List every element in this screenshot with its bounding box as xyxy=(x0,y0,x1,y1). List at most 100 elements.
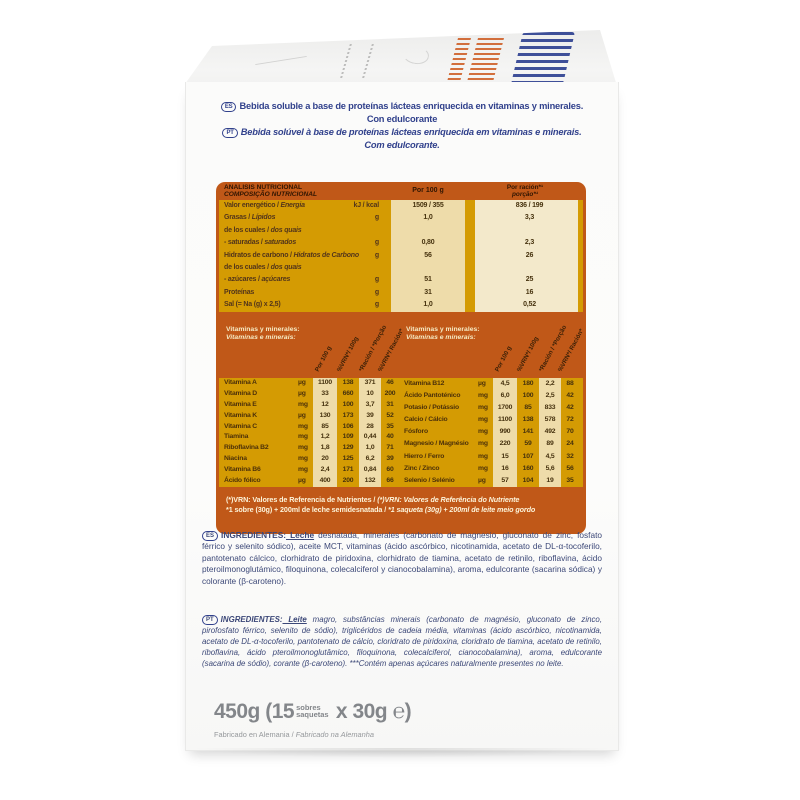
value-per-serving: 5,6 xyxy=(545,464,555,472)
nutrient-label: Grasas / Lípidos xyxy=(224,214,276,222)
vitamin-row: Ácido fólico µg 400 200 132 66 xyxy=(219,476,399,487)
value-vrn-per-100g: 138 xyxy=(342,379,354,386)
footnote-line-vrn: (*)VRN: Valores de Referencia de Nutrien… xyxy=(226,495,520,504)
value-per-100g: 20 xyxy=(321,455,329,463)
column-stripe xyxy=(359,378,381,487)
allergen-leche: Leche xyxy=(286,530,315,540)
value-per-serving: 2,3 xyxy=(524,239,535,247)
nutrition-row: - azúcares / açúcares g 51 25 xyxy=(219,274,583,286)
value-vrn-per-serving: 40 xyxy=(386,433,394,441)
value-per-serving xyxy=(478,225,581,237)
flap-crease-line xyxy=(255,55,307,66)
vitamin-unit: µg xyxy=(298,477,306,485)
rotated-column-header: Por 100 g xyxy=(493,345,514,373)
vitamin-row: Selenio / Selénio µg 57 104 19 35 xyxy=(399,475,583,487)
nutrition-title: ANALISIS NUTRICIONAL COMPOSIÇÃO NUTRICIO… xyxy=(224,184,317,199)
value-per-100g: 57 xyxy=(501,476,509,484)
value-per-serving: 10 xyxy=(366,389,374,397)
vitamin-unit: mg xyxy=(478,392,488,400)
vitamin-unit: mg xyxy=(298,400,308,408)
vitamin-name: Calcio / Cálcio xyxy=(404,416,448,424)
column-stripe xyxy=(493,378,517,487)
value-vrn-per-serving: 32 xyxy=(566,452,574,460)
value-per-serving: 2,5 xyxy=(545,392,555,400)
vitamin-row: Fósforo mg 990 141 492 70 xyxy=(399,426,583,438)
vitamins-label-pt: Vitaminas e minerais: xyxy=(406,333,476,341)
vitamin-row: Vitamina K µg 130 173 39 52 xyxy=(219,411,399,422)
vitamin-row: Niacina mg 20 125 6,2 39 xyxy=(219,454,399,465)
value-per-100g: 1100 xyxy=(498,416,512,424)
vitamins-label-pt: Vitaminas e minerais: xyxy=(226,333,296,341)
value-per-serving: 578 xyxy=(544,416,556,424)
value-per-100g: 33 xyxy=(321,389,329,397)
vitamin-name: Vitamina D xyxy=(224,389,258,397)
vitamin-name: Riboflavina B2 xyxy=(224,444,269,452)
nutrition-table: Valor energético / Energia kJ / kcal 150… xyxy=(219,200,583,312)
nutrient-unit: kJ / kcal xyxy=(353,202,380,209)
vitamin-row: Vitamina C mg 85 106 28 35 xyxy=(219,422,399,433)
net-weight-left: 450g (15 xyxy=(214,700,295,723)
nutrition-row: - saturadas / saturados g 0,80 2,3 xyxy=(219,237,583,249)
value-vrn-per-100g: 160 xyxy=(522,464,534,472)
ingredients-pt-text: magro, substâncias minerais (carbonato d… xyxy=(202,615,603,668)
value-per-serving: 39 xyxy=(366,411,374,419)
nutrition-row: Sal (= Na (g) x 2,5) g 1,0 0,52 xyxy=(219,299,583,311)
vitamin-unit: mg xyxy=(478,452,488,460)
product-description: ES Bebida soluble a base de proteínas lác… xyxy=(186,100,618,152)
nutrition-panel: ANALISIS NUTRICIONAL COMPOSIÇÃO NUTRICIO… xyxy=(216,182,586,534)
vitamin-unit: µg xyxy=(298,389,306,397)
ingredients-es-text: desnatada, minerales (carbonato de magne… xyxy=(202,530,602,586)
value-vrn-per-100g: 59 xyxy=(524,440,532,448)
nutrition-title-pt: COMPOSIÇÃO NUTRICIONAL xyxy=(224,191,318,199)
vitamins-label-right: Vitaminas y minerales: Vitaminas e miner… xyxy=(406,326,480,342)
nutrient-label: Sal (= Na (g) x 2,5) xyxy=(224,301,281,309)
value-per-100g: 1,0 xyxy=(423,301,433,309)
value-per-serving: 6,2 xyxy=(365,455,375,463)
description-es-text: Bebida soluble a base de proteínas lácte… xyxy=(239,101,584,111)
vitamin-unit: mg xyxy=(298,444,308,452)
nutrition-row: Grasas / Lípidos g 1,0 3,3 xyxy=(219,212,583,224)
vitamin-name: Magnesio / Magnésio xyxy=(404,440,469,448)
value-per-serving: 3,3 xyxy=(524,214,535,222)
value-per-serving: 833 xyxy=(544,404,556,412)
nutrient-label: - azúcares / açúcares xyxy=(224,276,291,284)
value-vrn-per-100g: 107 xyxy=(522,452,534,460)
vitamin-unit: mg xyxy=(298,422,308,430)
nutrient-label: Valor energético / Energia xyxy=(224,202,305,209)
value-per-100g: 51 xyxy=(424,276,432,284)
value-vrn-per-100g: 129 xyxy=(342,444,354,452)
vitamin-unit: µg xyxy=(478,380,486,387)
vitamin-row: Zinc / Zinco mg 16 160 5,6 56 xyxy=(399,463,583,475)
value-per-100g: 220 xyxy=(499,440,511,448)
value-per-serving: 2,2 xyxy=(545,380,555,387)
column-header-per-serving: Por ración*¹ porção*¹ xyxy=(475,184,575,199)
footnote-line-serving: *1 sobre (30g) + 200ml de leche semidesn… xyxy=(226,505,536,514)
top-flap-orange-text-mark xyxy=(467,36,505,80)
nutrition-header: ANALISIS NUTRICIONAL COMPOSIÇÃO NUTRICIO… xyxy=(216,182,586,200)
nutrition-row: Proteínas g 31 16 xyxy=(219,287,583,299)
value-vrn-per-100g: 660 xyxy=(342,389,354,397)
value-per-100g: 0,80 xyxy=(421,239,435,247)
sachet-word-stack: sobres saquetas xyxy=(296,703,329,719)
vitamin-unit: mg xyxy=(478,404,488,412)
vitamin-name: Niacina xyxy=(224,455,247,463)
description-es-sweetener: Con edulcorante xyxy=(366,114,438,124)
value-vrn-per-100g: 200 xyxy=(342,477,354,485)
value-vrn-per-serving: 42 xyxy=(566,392,574,400)
value-per-100g: 2,4 xyxy=(320,466,330,474)
nutrient-label: Proteínas xyxy=(224,288,255,296)
vitamin-name: Selenio / Selénio xyxy=(404,476,455,484)
value-vrn-per-100g: 100 xyxy=(522,392,534,400)
vitamin-name: Potasio / Potássio xyxy=(404,404,459,412)
column-header-per-serving-pt: porção*¹ xyxy=(512,191,538,199)
vitamin-name: Vitamina E xyxy=(224,400,257,408)
vitamin-row: Vitamina A µg 1100 138 371 46 xyxy=(219,378,399,389)
description-pt-line: PT Bebida solúvel à base de proteínas lác… xyxy=(186,126,618,139)
nutrient-unit: g xyxy=(374,251,379,259)
vitamin-unit: mg xyxy=(478,440,488,448)
perforation-line xyxy=(362,44,374,78)
thumb-tab-arc xyxy=(401,44,431,66)
nutrition-footnote: (*)VRN: Valores de Referencia de Nutrien… xyxy=(216,487,586,534)
vitamin-row: Riboflavina B2 mg 1,8 129 1,0 71 xyxy=(219,443,399,454)
value-vrn-per-serving: 52 xyxy=(386,411,394,419)
